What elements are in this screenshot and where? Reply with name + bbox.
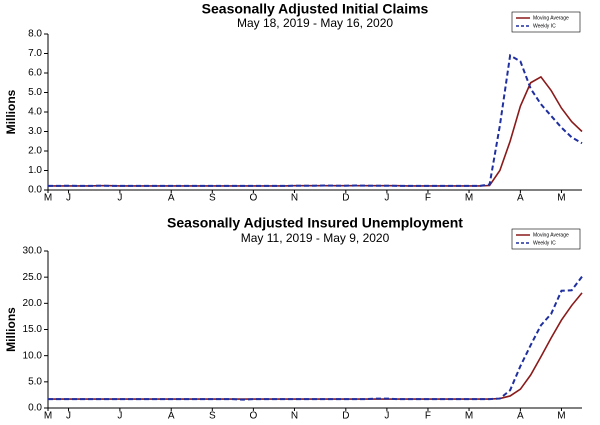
x-tick-label: O — [249, 193, 257, 204]
data-line — [48, 276, 583, 401]
x-tick-label: M — [44, 193, 52, 204]
x-tick-label: J — [384, 411, 389, 422]
x-tick-label: S — [209, 193, 216, 204]
y-tick-label: 0.0 — [28, 185, 42, 196]
y-tick-label: 7.0 — [28, 48, 42, 59]
y-tick-label: 30.0 — [23, 246, 43, 257]
x-tick-label: J — [117, 411, 122, 422]
x-tick-label: N — [291, 411, 298, 422]
x-tick-label: J — [117, 193, 122, 204]
x-tick-label: F — [425, 193, 431, 204]
x-tick-label: D — [342, 411, 349, 422]
x-tick-label: A — [168, 193, 175, 204]
legend-label: Moving Average — [533, 232, 569, 238]
x-tick-label: A — [517, 193, 524, 204]
y-tick-label: 2.0 — [28, 146, 42, 157]
chart-subtitle: May 18, 2019 - May 16, 2020 — [237, 16, 393, 30]
x-tick-label: M — [465, 411, 473, 422]
y-tick-label: 1.0 — [28, 165, 42, 176]
chart-title: Seasonally Adjusted Initial Claims — [202, 1, 429, 17]
y-tick-label: 4.0 — [28, 107, 42, 118]
x-tick-label: J — [66, 193, 71, 204]
y-tick-label: 8.0 — [28, 29, 42, 40]
y-tick-label: 20.0 — [23, 298, 43, 309]
x-tick-label: J — [384, 193, 389, 204]
legend-label: Moving Average — [533, 15, 569, 21]
data-line — [48, 292, 583, 400]
y-tick-label: 5.0 — [28, 87, 42, 98]
x-tick-label: D — [342, 193, 349, 204]
x-tick-label: M — [44, 411, 52, 422]
data-line — [48, 53, 583, 187]
y-axis-label: Millions — [4, 89, 18, 134]
chart-title: Seasonally Adjusted Insured Unemployment — [167, 215, 463, 231]
y-tick-label: 0.0 — [28, 403, 42, 414]
x-tick-label: M — [465, 193, 473, 204]
legend-label: Weekly IC — [533, 240, 556, 246]
x-tick-label: O — [249, 411, 257, 422]
y-tick-label: 25.0 — [23, 272, 43, 283]
chart-subtitle: May 11, 2019 - May 9, 2020 — [241, 231, 390, 245]
x-tick-label: A — [517, 411, 524, 422]
data-line — [48, 75, 583, 187]
x-tick-label: F — [425, 411, 431, 422]
y-axis-label: Millions — [4, 307, 18, 352]
x-tick-label: J — [66, 411, 71, 422]
legend-box — [511, 11, 581, 33]
x-tick-label: M — [557, 193, 565, 204]
x-tick-label: S — [209, 411, 216, 422]
y-tick-label: 15.0 — [23, 324, 43, 335]
y-tick-label: 10.0 — [23, 350, 43, 361]
legend-box — [511, 228, 581, 250]
x-tick-label: M — [557, 411, 565, 422]
y-tick-label: 6.0 — [28, 68, 42, 79]
y-tick-label: 5.0 — [28, 376, 42, 387]
y-tick-label: 3.0 — [28, 126, 42, 137]
x-tick-label: N — [291, 193, 298, 204]
legend-label: Weekly IC — [533, 23, 556, 29]
x-tick-label: A — [168, 411, 175, 422]
